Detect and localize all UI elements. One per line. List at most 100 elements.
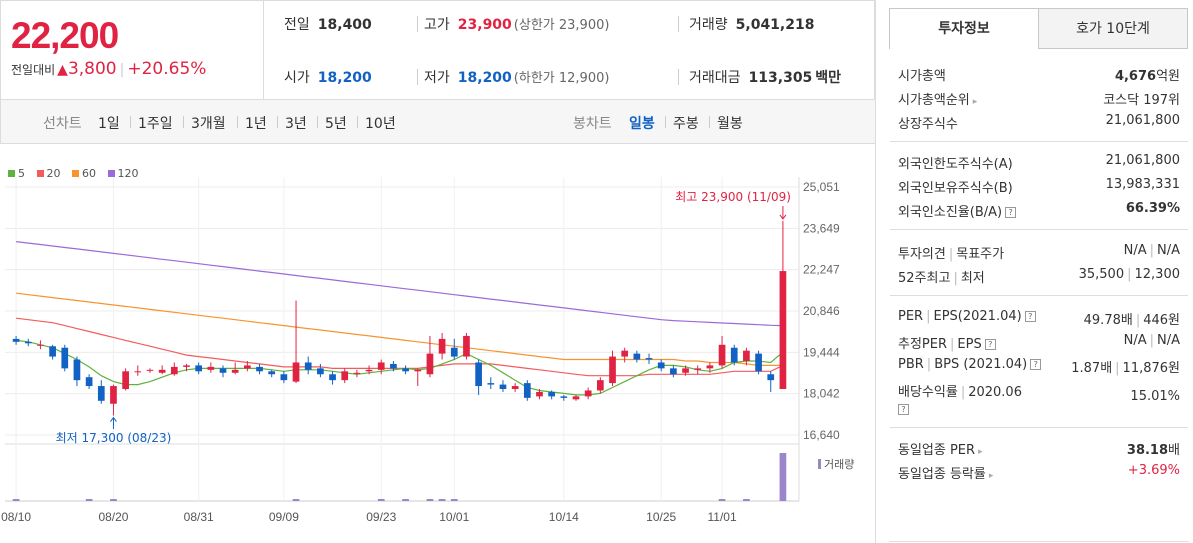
- prev-close-value: 18,400: [317, 17, 372, 33]
- divider: |: [926, 357, 932, 372]
- up-arrow-icon: [110, 416, 117, 422]
- divider: [678, 69, 679, 85]
- divider: [665, 116, 666, 128]
- per-eps-row: PER | EPS(2021.04)? 49.78배 | 446원: [890, 305, 1188, 329]
- divider: [890, 427, 1188, 428]
- label-text: 배당수익률: [898, 385, 958, 400]
- period-1d-button[interactable]: 1일: [98, 116, 120, 132]
- divider: [183, 116, 184, 128]
- candle-weekly-button[interactable]: 주봉: [673, 116, 699, 132]
- candle-body: [24, 341, 32, 344]
- divider: [417, 69, 418, 85]
- opinion-row: 투자의견 | 목표주가 N/A | N/A: [890, 239, 1188, 263]
- x-tick-label: 10/25: [646, 510, 676, 524]
- candle-body: [767, 374, 775, 381]
- candle-body: [244, 365, 251, 369]
- market-cap-rank-row[interactable]: 시가총액순위 ▸ 코스닥 197위: [890, 85, 1188, 109]
- help-icon[interactable]: ?: [1030, 359, 1042, 370]
- prev-close-label: 전일: [284, 17, 310, 33]
- change-label: 전일대비: [11, 63, 56, 77]
- foreign-limit-row: 외국인한도주식수(A) 21,061,800: [890, 149, 1188, 173]
- help-icon[interactable]: ?: [1024, 311, 1036, 322]
- unit: 억원: [1156, 69, 1180, 84]
- divider: |: [1127, 267, 1132, 282]
- divider: [890, 141, 1188, 142]
- price-stats: 전일 18,400 고가 23,900 (상한가 23,900) 거래량 5,041,2…: [263, 0, 875, 100]
- legend-ma5: 5: [8, 167, 25, 180]
- chevron-right-icon: ▸: [978, 447, 983, 457]
- candle-body: [584, 390, 592, 397]
- candle-body: [450, 347, 458, 357]
- high-price: 고가 23,900 (상한가 23,900): [424, 14, 609, 34]
- tab-invest-info[interactable]: 투자정보: [889, 8, 1039, 49]
- candlestick-chart[interactable]: 25,051 23,649 22,247 20,846 19,444 18,042 16,6…: [0, 144, 876, 543]
- candle-body: [122, 371, 129, 390]
- label-text: BPS (2021.04): [934, 357, 1028, 372]
- candle-body: [183, 365, 190, 367]
- legend-swatch: [36, 170, 44, 177]
- divider: |: [926, 309, 931, 324]
- candle-body: [292, 362, 300, 382]
- ma20-line: [16, 317, 784, 377]
- period-1y-button[interactable]: 1년: [245, 116, 267, 132]
- foreign-ratio-row: 외국인소진율(B/A)? 66.39%: [890, 197, 1188, 221]
- period-3m-button[interactable]: 3개월: [191, 116, 226, 132]
- label-text: 시가총액순위: [898, 93, 970, 108]
- help-icon[interactable]: ?: [1005, 207, 1017, 218]
- sector-per-row[interactable]: 동일업종 PER ▸ 38.18배: [890, 435, 1188, 459]
- candle-chart-label: 봉차트: [573, 116, 612, 132]
- period-5y-button[interactable]: 5년: [325, 116, 347, 132]
- volume-legend-swatch: [818, 459, 821, 469]
- tab-orderbook[interactable]: 호가 10단계: [1038, 8, 1188, 49]
- legend-label: 20: [46, 167, 61, 180]
- candle-body: [97, 386, 105, 401]
- row-value: 35,500 | 12,300: [1079, 267, 1180, 282]
- x-tick-label: 08/20: [98, 510, 128, 524]
- row-value: 코스닥 197위: [1103, 93, 1180, 108]
- ma60-line: [16, 292, 783, 366]
- volume-stat: 거래량 5,041,218: [689, 14, 814, 34]
- ma120-line: [16, 241, 783, 327]
- y-tick-label: 23,649: [803, 221, 840, 235]
- candle-body: [572, 396, 580, 400]
- candle-body: [609, 356, 616, 384]
- period-10y-button[interactable]: 10년: [365, 116, 396, 132]
- volume-bar: [85, 499, 93, 501]
- candle-body: [596, 380, 604, 391]
- candle-body: [158, 369, 166, 373]
- label-text: 외국인소진율(B/A): [898, 205, 1003, 220]
- sector-per-value: 38.18: [1126, 443, 1169, 458]
- candle-body: [195, 365, 203, 372]
- low-price: 저가 18,200 (하한가 12,900): [424, 67, 609, 87]
- ma5-line: [16, 339, 784, 396]
- row-value: 49.78배 | 446원: [1084, 309, 1180, 328]
- row-value: 1.87배 | 11,876원: [1071, 357, 1180, 376]
- help-icon[interactable]: ?: [898, 404, 909, 415]
- x-tick-label: 10/14: [549, 510, 579, 524]
- volume-value: 5,041,218: [735, 17, 815, 33]
- current-price: 22,200: [11, 15, 119, 56]
- divider: |: [950, 337, 955, 352]
- period-3y-button[interactable]: 3년: [285, 116, 307, 132]
- help-icon[interactable]: ?: [984, 339, 996, 350]
- candle-body: [511, 386, 519, 390]
- candle-monthly-button[interactable]: 월봉: [717, 116, 743, 132]
- candle-body: [85, 377, 93, 387]
- volume-bar: [377, 499, 385, 501]
- info-tabs: 투자정보 호가 10단계: [889, 8, 1189, 49]
- pbr-value: 1.87배: [1071, 361, 1113, 376]
- est-eps-value: N/A: [1157, 333, 1180, 348]
- candle-body: [414, 369, 422, 372]
- candle-body: [755, 353, 762, 372]
- row-label: PER | EPS(2021.04)?: [898, 309, 1036, 324]
- volume-bar: [402, 499, 409, 501]
- sector-change-row[interactable]: 동일업종 등락률 ▸ +3.69%: [890, 459, 1188, 483]
- candle-body: [536, 391, 543, 397]
- volume-bar: [450, 499, 458, 501]
- candle-daily-button[interactable]: 일봉: [629, 116, 655, 132]
- y-tick-label: 20,846: [803, 304, 840, 318]
- amount-unit: 백만: [815, 70, 842, 86]
- period-1w-button[interactable]: 1주일: [138, 116, 173, 132]
- open-price: 시가 18,200: [284, 67, 372, 87]
- low-value: 18,200: [457, 70, 512, 86]
